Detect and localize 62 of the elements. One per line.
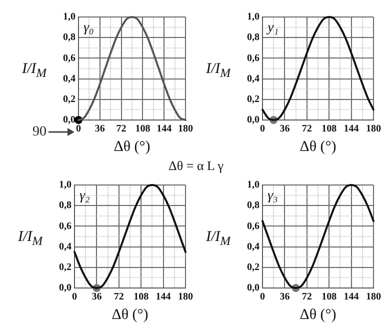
y-tick-label: 0,4 xyxy=(63,73,76,84)
x-tick-label: 0 xyxy=(260,292,265,303)
x-tick-label: 144 xyxy=(156,124,172,135)
y-tick-label: 0,8 xyxy=(247,32,260,44)
y-tick-label: 0,6 xyxy=(63,52,76,64)
x-tick-label: 72 xyxy=(116,124,126,135)
y-tick-label: 0,0 xyxy=(63,114,76,126)
x-tick-label: 144 xyxy=(344,292,359,303)
x-tick-label: 72 xyxy=(302,124,312,135)
x-tick-label: 108 xyxy=(322,292,337,303)
y-tick-label: 0,2 xyxy=(63,94,76,105)
y-tick-label: 0,2 xyxy=(59,262,72,273)
x-tick-label: 180 xyxy=(178,292,193,303)
x-axis-title: Δθ (°) xyxy=(300,306,336,323)
y-tick-label: 0,4 xyxy=(59,241,72,252)
x-tick-label: 0 xyxy=(72,292,77,303)
y-tick-label: 0,6 xyxy=(247,52,260,64)
chart-title: γ₂ xyxy=(80,188,90,204)
y-tick-label: 1,0 xyxy=(247,12,260,23)
y-tick-label: 0,6 xyxy=(59,220,72,232)
x-tick-label: 0 xyxy=(260,124,265,135)
y-axis-title: I/I$_{M}$ xyxy=(18,229,43,250)
y-tick-label: 0,2 xyxy=(247,262,260,273)
y-tick-label: 0,4 xyxy=(247,73,260,84)
y-axis-title: I/I$_{M}$ xyxy=(22,61,47,82)
x-tick-label: 180 xyxy=(366,292,381,303)
chart-title: γ₀ xyxy=(84,20,94,36)
x-axis-title: Δθ (°) xyxy=(300,138,336,155)
x-tick-label: 36 xyxy=(280,124,290,135)
y-tick-label: 1,0 xyxy=(63,12,76,23)
text: Δθ = α L γ xyxy=(168,158,224,174)
x-tick-label: 72 xyxy=(114,292,124,303)
x-tick-label: 36 xyxy=(280,292,290,303)
x-tick-label: 36 xyxy=(94,124,105,135)
x-axis-title: Δθ (°) xyxy=(112,306,148,323)
y-axis-title: I/I$_{M}$ xyxy=(206,61,231,82)
y-tick-label: 1,0 xyxy=(59,180,72,191)
x-tick-label: 108 xyxy=(322,124,337,135)
annotation: 90 xyxy=(32,124,46,140)
x-tick-label: 180 xyxy=(366,124,381,135)
y-tick-label: 0,8 xyxy=(59,200,72,212)
y-tick-label: 1,0 xyxy=(247,180,260,191)
y-tick-label: 0,0 xyxy=(247,114,260,126)
chart-title: y₁ xyxy=(266,20,279,36)
y-tick-label: 0,4 xyxy=(247,241,260,252)
y-tick-label: 0,8 xyxy=(247,200,260,212)
y-tick-label: 0,6 xyxy=(247,220,260,232)
x-tick-label: 108 xyxy=(135,124,150,135)
x-tick-label: 0 xyxy=(76,124,81,135)
x-axis-title: Δθ (°) xyxy=(114,138,150,155)
y-axis-title: I/I$_{M}$ xyxy=(206,229,231,250)
x-tick-label: 144 xyxy=(156,292,171,303)
y-tick-label: 0,2 xyxy=(247,94,260,105)
y-tick-label: 0,8 xyxy=(63,32,76,44)
x-tick-label: 36 xyxy=(92,292,102,303)
y-tick-label: 0,0 xyxy=(247,282,260,294)
x-tick-label: 180 xyxy=(178,124,193,135)
x-tick-label: 72 xyxy=(302,292,312,303)
x-tick-label: 144 xyxy=(344,124,359,135)
x-tick-label: 108 xyxy=(134,292,149,303)
chart-title: γ₃ xyxy=(268,188,278,204)
y-tick-label: 0,0 xyxy=(59,282,72,294)
